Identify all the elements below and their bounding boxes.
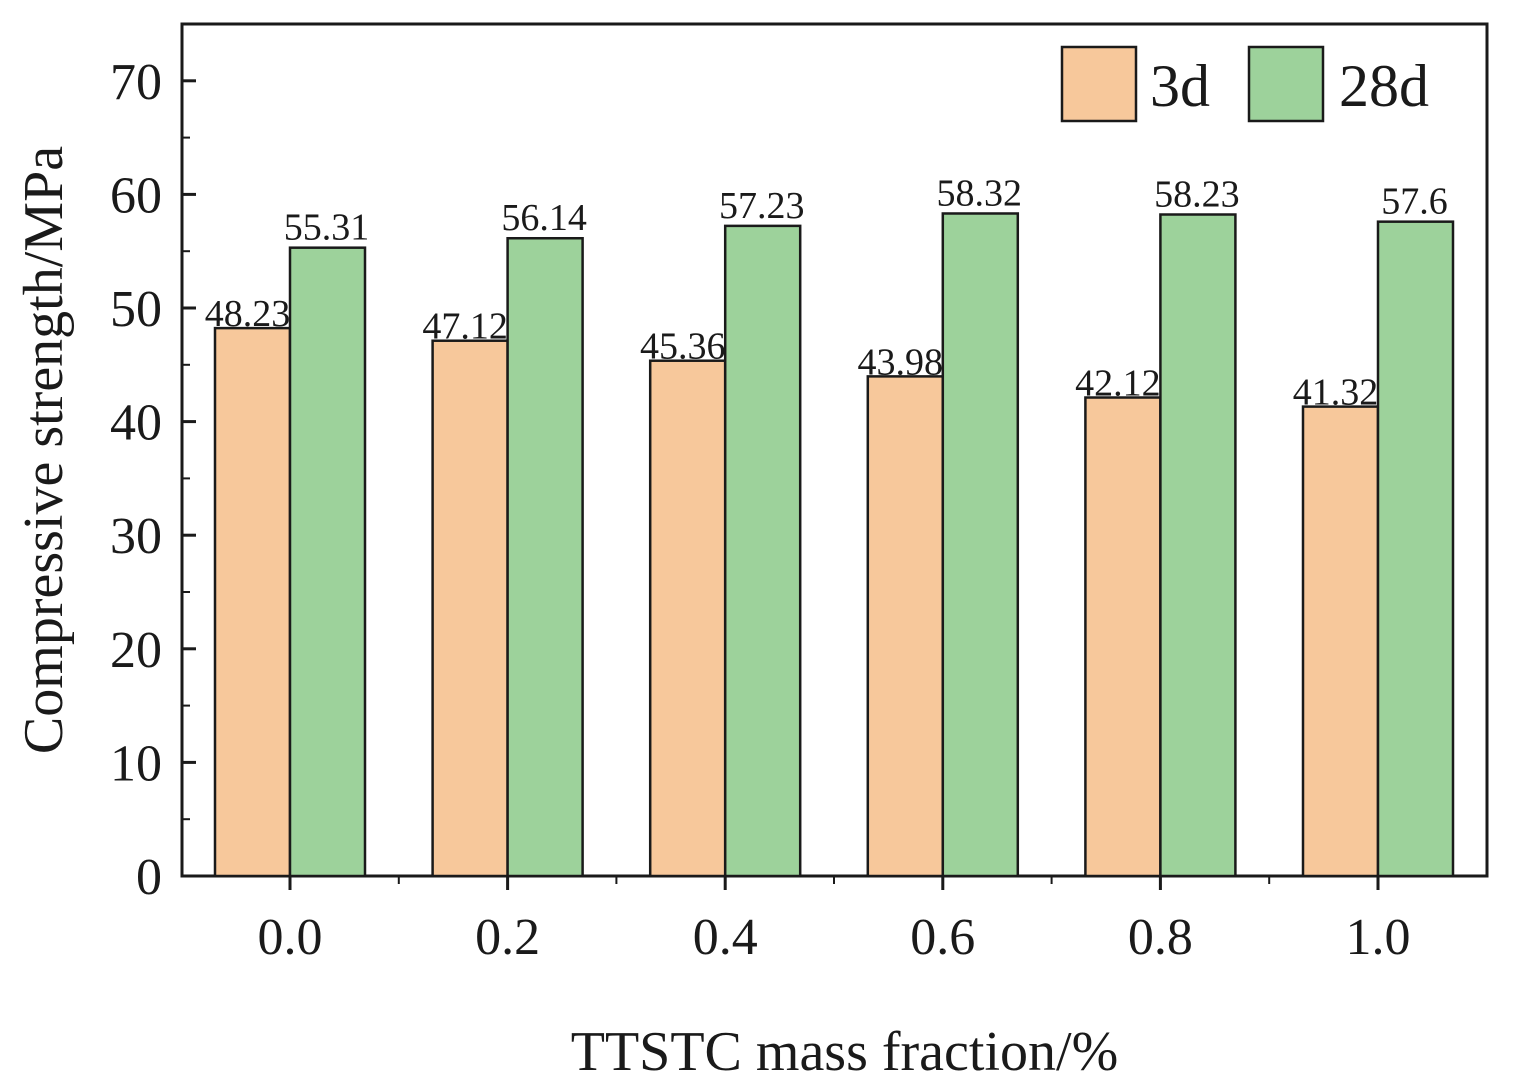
bar-28d-0.6 [941, 212, 1020, 878]
bar-3d-0.2 [431, 339, 509, 878]
data-label-3d-0.6: 43.98 [858, 341, 944, 383]
data-labels: 48.23 55.31 47.12 56.14 45.36 57.23 43.98 58.32… [205, 172, 1448, 413]
data-label-3d-0.4: 45.36 [640, 326, 726, 368]
y-tick-label: 10 [110, 735, 162, 792]
x-tick-label: 1.0 [1346, 909, 1411, 966]
x-tick-label: 0.6 [910, 909, 975, 966]
data-label-28d-1.0: 57.6 [1381, 181, 1448, 223]
y-axis-title: Compressive strength/MPa [13, 146, 75, 754]
data-label-28d-0.4: 57.23 [719, 185, 805, 227]
legend-swatch-3d [1060, 45, 1138, 123]
legend-label-28d: 28d [1339, 53, 1429, 119]
data-label-28d-0.2: 56.14 [501, 197, 587, 239]
bar-28d-1.0 [1376, 220, 1455, 878]
bar-3d-0.0 [213, 326, 292, 878]
y-tick-label: 50 [110, 281, 162, 338]
bar-28d-0.2 [506, 236, 584, 878]
data-label-3d-1.0: 41.32 [1293, 372, 1379, 414]
data-label-3d-0.2: 47.12 [422, 306, 508, 348]
y-tick-label: 70 [110, 54, 162, 111]
data-label-3d-0.0: 48.23 [205, 293, 291, 335]
data-label-28d-0.6: 58.32 [937, 172, 1023, 214]
y-tick-label: 60 [110, 167, 162, 224]
bars [213, 212, 1455, 878]
data-label-3d-0.8: 42.12 [1075, 363, 1161, 405]
bar-28d-0.8 [1159, 213, 1237, 878]
bar-3d-0.4 [648, 359, 727, 878]
bar-28d-0.0 [288, 246, 367, 878]
legend: 3d 28d [1060, 45, 1429, 123]
x-tick-label: 0.0 [258, 909, 323, 966]
y-tick-label: 20 [110, 622, 162, 679]
plot-frame [180, 22, 1489, 878]
bar-3d-1.0 [1301, 405, 1380, 878]
bar-3d-0.8 [1084, 396, 1162, 878]
axis-ticks: 0 10 20 30 40 50 60 70 0.0 0.2 0.4 0.6 0.8 1.0 [110, 54, 1411, 966]
plot-border [180, 22, 1489, 878]
x-axis-title: TTSTC mass fraction/% [571, 1021, 1118, 1083]
y-tick-label: 0 [136, 849, 162, 906]
bar-3d-0.6 [866, 375, 945, 878]
x-tick-label: 0.8 [1128, 909, 1193, 966]
data-label-28d-0.8: 58.23 [1154, 174, 1240, 216]
y-tick-label: 30 [110, 508, 162, 565]
bar-28d-0.4 [723, 224, 802, 878]
legend-swatch-28d [1247, 45, 1325, 123]
legend-label-3d: 3d [1150, 53, 1210, 119]
y-tick-label: 40 [110, 395, 162, 452]
x-tick-label: 0.4 [693, 909, 758, 966]
data-label-28d-0.0: 55.31 [284, 207, 370, 249]
x-tick-label: 0.2 [475, 909, 540, 966]
